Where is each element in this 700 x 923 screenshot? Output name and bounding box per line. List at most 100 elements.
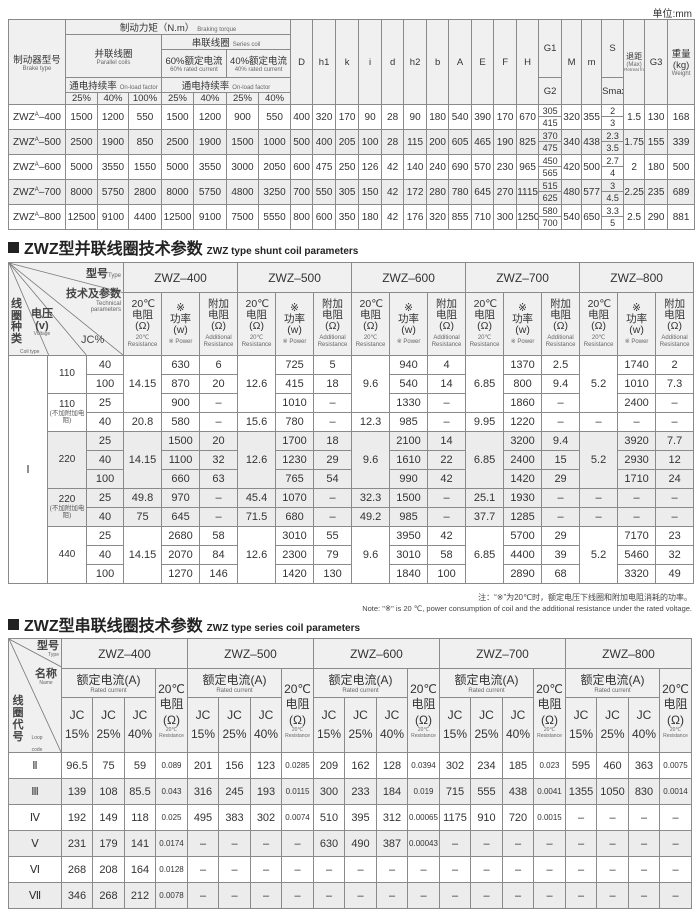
dimension-cell: 90 <box>358 104 383 130</box>
power-cell: 3320 <box>617 564 657 584</box>
additional-resistance-cell: 24 <box>655 469 695 489</box>
power-header: ※ 功率 (w) ※ Power <box>617 292 657 356</box>
dimension-cell: 540 <box>448 104 473 130</box>
torque-cell: 1200 <box>193 104 227 130</box>
dimension-cell: 250 <box>335 154 360 180</box>
dimension-cell: 475 <box>312 154 337 180</box>
text: 额定电流(A) <box>454 673 519 688</box>
additional-resistance-cell: – <box>541 488 581 508</box>
power-cell: 1420 <box>275 564 315 584</box>
square-bullet-icon <box>8 619 19 630</box>
resistance-cell: – <box>579 488 619 508</box>
text: 额定电流(A) <box>580 673 645 688</box>
jc-header: JC 15% <box>439 697 471 753</box>
dimension-cell: 180 <box>426 104 450 130</box>
dimension-cell: 176 <box>403 204 428 230</box>
rated-current-cell: – <box>596 856 629 883</box>
M-header: M <box>561 19 583 105</box>
additional-resistance-header: 附加 电阻 (Ω) Additional Resistance <box>541 292 581 356</box>
resistance-cell: – <box>533 856 566 883</box>
additional-resistance-cell: 18 <box>313 374 353 394</box>
brake-type-cell: ZWZA–700 <box>8 179 66 205</box>
resistance-cell: 0.0174 <box>155 830 188 857</box>
dimension-cell: 28 <box>381 129 405 155</box>
rated-current-cell: – <box>565 804 597 831</box>
additional-resistance-cell: 32 <box>199 450 239 470</box>
dim-header: d <box>381 19 405 105</box>
rated-current-cell: 268 <box>92 882 125 909</box>
rated-current-cell: 108 <box>92 778 125 805</box>
text: 20℃ Resistance <box>411 727 436 739</box>
table-row: ZWZA–500 2500 1900 850 2500 1900 1500 1000 500 40… <box>8 129 696 155</box>
text: (不加附加电阻) <box>49 409 85 424</box>
rated-current-cell: – <box>313 856 345 883</box>
additional-resistance-cell: 54 <box>313 469 353 489</box>
brake-type-cell: ZWZA–400 <box>8 104 66 130</box>
text: ※ Power <box>168 338 193 345</box>
dimension-cell: 305 <box>335 179 360 205</box>
additional-resistance-cell: 32 <box>655 545 695 565</box>
series-coil-table: 型号 Type 名称 Name 线圈代号 Loop code ZWZ–400 ZWZ–… <box>8 638 692 909</box>
dimension-cell: 855 <box>448 204 473 230</box>
g1-value: 580 <box>539 206 561 217</box>
jc-cell: 40 <box>85 507 125 527</box>
additional-resistance-cell: 100 <box>427 564 467 584</box>
jc-header: JC 25% <box>92 697 125 753</box>
jc-header: JC 15% <box>313 697 345 753</box>
text: 20℃ <box>536 681 563 696</box>
power-cell: 1230 <box>275 450 315 470</box>
torque-header: 制动力矩（N.m） Braking torque <box>64 19 292 35</box>
retreat-cell: 1.75 <box>623 129 646 155</box>
text: ZWZ <box>13 161 35 173</box>
m-header: m <box>581 19 603 105</box>
onload-percent-header: 25% <box>65 92 98 105</box>
rated-current-cell: 316 <box>187 778 219 805</box>
dimension-cell: 205 <box>335 129 360 155</box>
rated-current-cell: – <box>502 830 534 857</box>
resistance-cell: 6.85 <box>465 526 505 584</box>
dimension-cell: 270 <box>493 179 518 205</box>
dimension-cell: 780 <box>448 179 473 205</box>
rated-current-cell: 383 <box>218 804 251 831</box>
weight-cell: 500 <box>667 154 696 180</box>
jc-cell: 100 <box>85 374 125 394</box>
rated-current-cell: – <box>250 830 282 857</box>
power-header: ※ 功率 (w) ※ Power <box>161 292 201 356</box>
rated-current-cell: – <box>596 830 629 857</box>
text: 20℃ <box>410 681 437 696</box>
resistance-header: 20℃ 电阻 (Ω) 20℃ Resistance <box>351 292 391 356</box>
additional-resistance-cell: 22 <box>427 450 467 470</box>
g3-cell: 130 <box>644 104 669 130</box>
m-cell: 650 <box>581 204 603 230</box>
text: ※ 功率 (w) <box>284 301 306 336</box>
g1-header: G1 <box>538 19 563 78</box>
additional-resistance-cell: – <box>541 412 581 432</box>
g3-cell: 155 <box>644 129 669 155</box>
power-cell: 2070 <box>161 545 201 565</box>
coil-type-cell: Ⅰ <box>8 355 48 584</box>
torque-cell: 1500 <box>65 104 98 130</box>
resistance-cell: 0.019 <box>407 778 440 805</box>
text: Rated current <box>90 688 127 695</box>
power-cell: 985 <box>389 412 429 432</box>
text: Additional Resistance <box>545 335 576 349</box>
rated-current-cell: 595 <box>565 752 597 779</box>
jc-cell: 40 <box>85 545 125 565</box>
resistance-cell: 45.4 <box>237 488 277 508</box>
torque-cell: 1500 <box>161 104 194 130</box>
rated-current-cell: 1175 <box>439 804 471 831</box>
dimension-cell: 180 <box>358 204 383 230</box>
power-cell: 2890 <box>503 564 543 584</box>
jc-cell: 25 <box>85 488 125 508</box>
dim-header: D <box>290 19 314 105</box>
additional-resistance-cell: 2 <box>655 355 695 375</box>
additional-resistance-cell: 63 <box>199 469 239 489</box>
rated-current-cell: – <box>187 830 219 857</box>
power-cell: 540 <box>389 374 429 394</box>
rated60-header: 60%额定电流 60% rated current <box>161 49 227 78</box>
power-header: ※ 功率 (w) ※ Power <box>389 292 429 356</box>
resistance-cell: 12.6 <box>237 355 277 413</box>
smax-value: 3 <box>610 118 616 128</box>
rated-current-cell: – <box>313 882 345 909</box>
resistance-cell: 32.3 <box>351 488 391 508</box>
